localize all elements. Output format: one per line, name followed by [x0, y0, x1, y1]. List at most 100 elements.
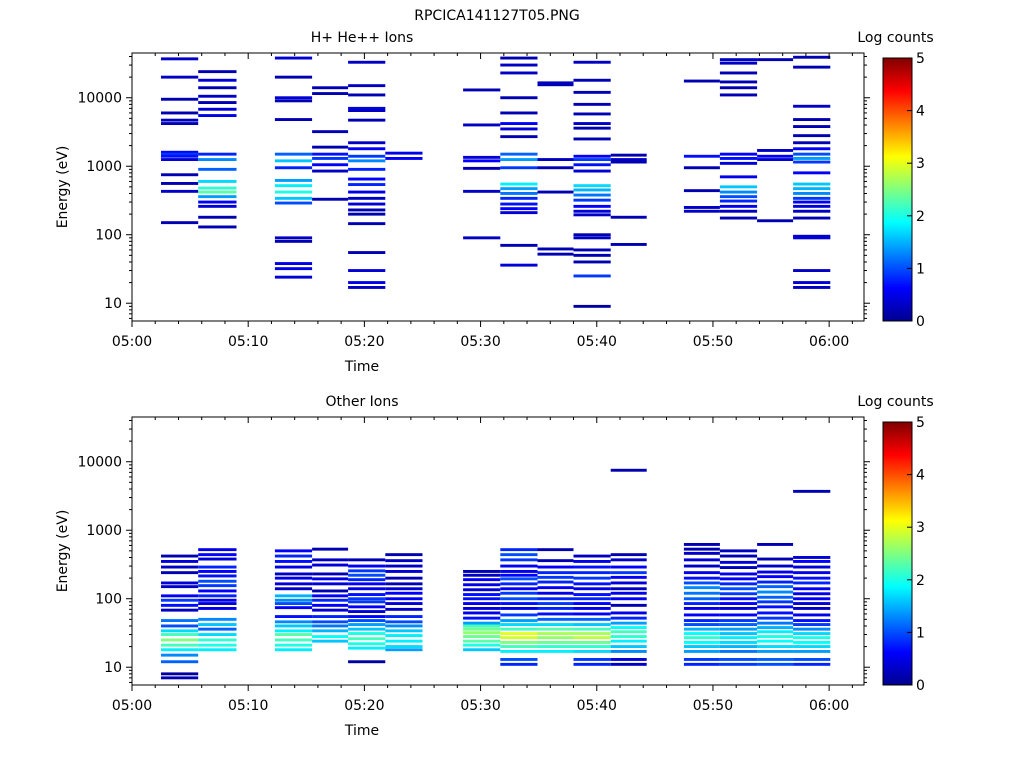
- heatmap-cell: [274, 624, 313, 628]
- heatmap-cell: [573, 122, 611, 125]
- heatmap-cell: [198, 553, 237, 557]
- heatmap-cell: [198, 602, 237, 605]
- heatmap-cell: [312, 558, 349, 562]
- x-tick-label: 05:10: [228, 698, 268, 714]
- heatmap-cell: [719, 71, 758, 75]
- heatmap-cell: [719, 58, 758, 62]
- heatmap-cell: [719, 204, 758, 208]
- heatmap-cell: [348, 564, 386, 568]
- heatmap-cell: [793, 623, 831, 626]
- heatmap-cell: [573, 627, 611, 631]
- heatmap-cell: [719, 560, 758, 564]
- x-tick-label: 05:10: [228, 334, 268, 350]
- heatmap-cell: [757, 621, 794, 625]
- colorbar-tick-label: 4: [916, 104, 925, 120]
- heatmap-cell: [537, 571, 574, 575]
- heatmap-cell: [198, 633, 237, 636]
- heatmap-cell: [274, 560, 313, 563]
- heatmap-cell: [793, 152, 831, 156]
- heatmap-cell: [537, 575, 574, 579]
- heatmap-cell: [610, 468, 647, 472]
- heatmap-cell: [793, 65, 831, 69]
- heatmap-cell: [198, 107, 237, 111]
- heatmap-cell: [573, 188, 611, 192]
- heatmap-cell: [573, 233, 611, 237]
- heatmap-cell: [274, 166, 313, 170]
- heatmap-cell: [573, 198, 611, 202]
- heatmap-cell: [793, 641, 831, 644]
- heatmap-cell: [500, 558, 538, 562]
- heatmap-cell: [573, 582, 611, 586]
- heatmap-cell: [793, 134, 831, 138]
- heatmap-cell: [161, 221, 199, 225]
- heatmap-cell: [573, 597, 611, 601]
- heatmap-cell: [348, 222, 386, 226]
- colorbar-tick-label: 3: [916, 520, 925, 536]
- heatmap-cell: [610, 621, 647, 625]
- heatmap-cell: [385, 587, 423, 591]
- heatmap-cell: [312, 603, 349, 607]
- heatmap-cell: [161, 152, 199, 156]
- heatmap-cell: [793, 236, 831, 240]
- heatmap-cell: [573, 60, 611, 64]
- heatmap-cell: [500, 71, 538, 75]
- heatmap-cell: [161, 111, 199, 115]
- heatmap-cell: [757, 650, 794, 653]
- heatmap-cell: [683, 645, 720, 648]
- heatmap-cell: [610, 645, 647, 648]
- heatmap-cell: [757, 639, 794, 643]
- heatmap-cell: [500, 122, 538, 125]
- heatmap-cell: [537, 166, 574, 170]
- heatmap-cell: [463, 159, 501, 163]
- heatmap-cell: [348, 196, 386, 200]
- heatmap-cell: [198, 190, 237, 194]
- heatmap-cell: [274, 96, 313, 100]
- heatmap-cell: [610, 158, 647, 161]
- heatmap-cell: [610, 635, 647, 638]
- heatmap-cell: [161, 594, 199, 598]
- heatmap-cell: [161, 560, 199, 563]
- figure-title: RPCICA141127T05.PNG: [414, 8, 579, 24]
- heatmap-cell: [312, 635, 349, 638]
- heatmap-cell: [573, 193, 611, 197]
- heatmap-cell: [573, 126, 611, 130]
- heatmap-cell: [161, 182, 199, 185]
- heatmap-cell: [573, 632, 611, 635]
- heatmap-cell: [198, 638, 237, 642]
- heatmap-cell: [573, 154, 611, 158]
- heatmap-cell: [312, 563, 349, 567]
- heatmap-cell: [793, 571, 831, 575]
- heatmap-cell: [610, 575, 647, 579]
- heatmap-cell: [683, 650, 720, 653]
- heatmap-cell: [573, 565, 611, 569]
- heatmap-cell: [348, 281, 386, 284]
- heatmap-cell: [719, 195, 758, 199]
- heatmap-cell: [757, 149, 794, 152]
- heatmap-cell: [463, 570, 501, 573]
- heatmap-cell: [683, 551, 720, 555]
- x-tick-label: 05:50: [693, 334, 733, 350]
- heatmap-cell: [348, 60, 386, 64]
- x-tick-label: 05:30: [460, 334, 500, 350]
- heatmap-cell: [573, 274, 611, 278]
- heatmap-cell: [793, 157, 831, 160]
- heatmap-cell: [793, 581, 831, 585]
- heatmap-cell: [161, 629, 199, 633]
- heatmap-cell: [198, 574, 237, 578]
- heatmap-cell: [719, 549, 758, 553]
- heatmap-cell: [610, 626, 647, 629]
- heatmap-cell: [312, 620, 349, 624]
- heatmap-cell: [757, 626, 794, 629]
- x-axis-label: Time: [344, 359, 379, 375]
- heatmap-cell: [348, 587, 386, 591]
- heatmap-cell: [385, 576, 423, 580]
- heatmap-cell: [161, 643, 199, 647]
- heatmap-cell: [500, 564, 538, 568]
- heatmap-cell: [348, 183, 386, 186]
- heatmap-cell: [348, 605, 386, 609]
- heatmap-cell: [793, 607, 831, 610]
- heatmap-cell: [161, 581, 199, 585]
- heatmap-cell: [385, 559, 423, 563]
- heatmap-cell: [500, 96, 538, 100]
